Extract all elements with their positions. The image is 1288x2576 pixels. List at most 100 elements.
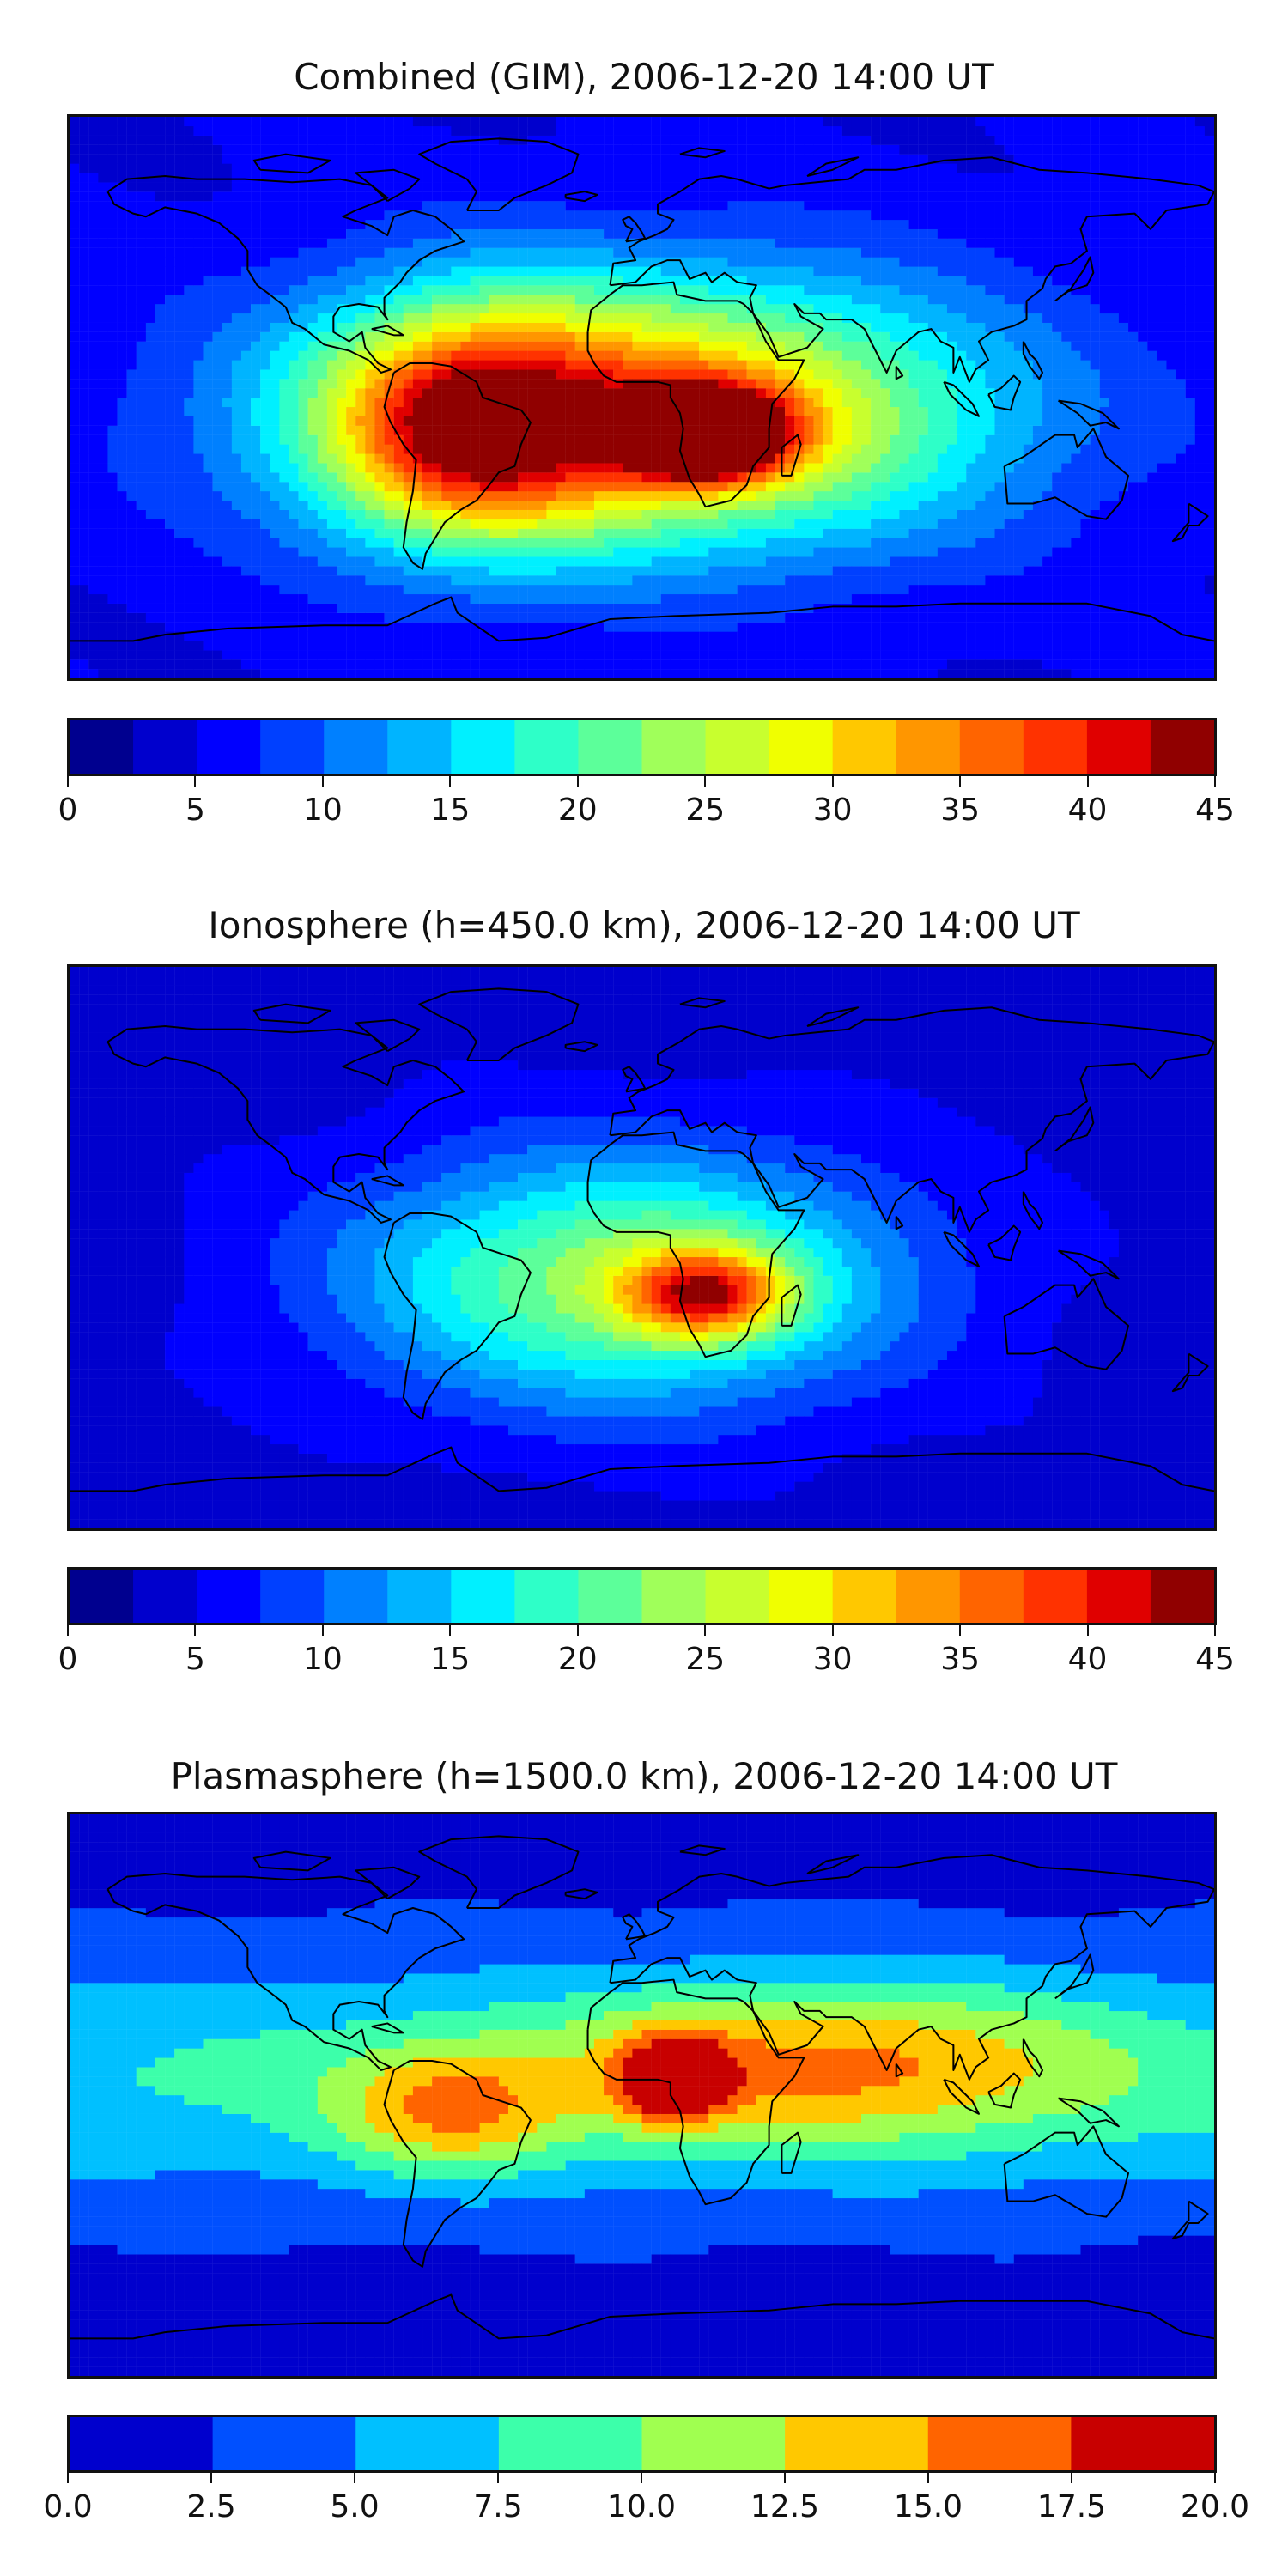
heatmap-cell xyxy=(412,117,423,127)
heatmap-cell xyxy=(813,453,823,464)
heatmap-cell xyxy=(851,173,862,183)
heatmap-cell xyxy=(231,360,242,370)
heatmap-cell xyxy=(670,491,681,501)
heatmap-cell xyxy=(222,331,233,342)
heatmap-cell xyxy=(70,547,80,557)
heatmap-cell xyxy=(518,163,528,173)
heatmap-cell xyxy=(231,350,242,361)
heatmap-cell xyxy=(270,556,280,567)
heatmap-cell xyxy=(289,285,299,295)
heatmap-cell xyxy=(260,238,270,248)
heatmap-cell xyxy=(794,350,805,361)
heatmap-cell xyxy=(403,238,414,248)
heatmap-cell xyxy=(804,257,814,267)
heatmap-cell xyxy=(317,631,328,641)
heatmap-cell xyxy=(79,369,89,380)
heatmap-cell xyxy=(279,556,289,567)
heatmap-cell xyxy=(289,491,299,501)
heatmap-cell xyxy=(393,238,404,248)
heatmap-cell xyxy=(727,295,738,305)
heatmap-cell xyxy=(422,659,433,670)
heatmap-cell xyxy=(317,556,328,567)
heatmap-cell xyxy=(727,444,738,454)
heatmap-cell xyxy=(155,669,166,678)
heatmap-cell xyxy=(270,416,280,426)
heatmap-cell xyxy=(546,285,556,295)
heatmap-cell xyxy=(384,519,394,529)
heatmap-cell xyxy=(422,285,433,295)
heatmap-cell xyxy=(498,125,509,136)
heatmap-cell xyxy=(279,117,289,127)
heatmap-cell xyxy=(374,191,385,202)
heatmap-cell xyxy=(804,491,814,501)
heatmap-cell xyxy=(212,388,222,398)
heatmap-cell xyxy=(507,444,519,454)
heatmap-cell xyxy=(775,154,786,164)
heatmap-cell xyxy=(155,472,166,483)
heatmap-cell xyxy=(746,173,756,183)
heatmap-cell xyxy=(546,144,556,155)
heatmap-cell xyxy=(727,266,738,276)
heatmap-cell xyxy=(623,266,633,276)
heatmap-cell xyxy=(851,622,862,632)
heatmap-cell xyxy=(489,117,500,127)
heatmap-cell xyxy=(593,295,605,305)
heatmap-cell xyxy=(584,219,595,229)
heatmap-cell xyxy=(355,472,366,483)
heatmap-cell xyxy=(699,406,709,416)
heatmap-cell xyxy=(593,406,605,416)
heatmap-cell xyxy=(718,463,728,473)
heatmap-cell xyxy=(270,247,280,258)
heatmap-cell xyxy=(727,154,738,164)
heatmap-cell xyxy=(785,491,795,501)
heatmap-cell xyxy=(785,538,795,548)
heatmap-cell xyxy=(670,406,681,416)
heatmap-cell xyxy=(193,659,204,670)
heatmap-cell xyxy=(546,482,556,492)
heatmap-cell xyxy=(222,603,233,613)
heatmap-cell xyxy=(460,350,471,361)
heatmap-cell xyxy=(470,360,480,370)
heatmap-cell xyxy=(670,369,681,380)
heatmap-cell xyxy=(365,669,375,678)
heatmap-cell xyxy=(441,238,452,248)
heatmap-cell xyxy=(460,117,471,127)
heatmap-cell xyxy=(679,612,690,623)
heatmap-cell xyxy=(98,444,108,454)
heatmap-cell xyxy=(155,509,166,519)
heatmap-cell xyxy=(231,641,242,651)
heatmap-cell xyxy=(460,228,471,239)
heatmap-cell xyxy=(231,491,242,501)
heatmap-cell xyxy=(355,406,366,416)
heatmap-cell xyxy=(727,509,738,519)
heatmap-cell xyxy=(765,154,776,164)
heatmap-cell xyxy=(565,257,575,267)
heatmap-cell xyxy=(403,603,414,613)
heatmap-cell xyxy=(460,519,471,529)
heatmap-cell xyxy=(546,182,556,192)
heatmap-cell xyxy=(537,228,547,239)
heatmap-cell xyxy=(203,369,213,380)
heatmap-cell xyxy=(441,453,452,464)
heatmap-cell xyxy=(384,295,394,305)
heatmap-cell xyxy=(70,453,80,464)
heatmap-cell xyxy=(641,398,652,408)
heatmap-cell xyxy=(98,425,108,435)
heatmap-cell xyxy=(145,425,156,435)
heatmap-cell xyxy=(117,228,127,239)
heatmap-cell xyxy=(718,444,728,454)
heatmap-cell xyxy=(813,547,823,557)
heatmap-cell xyxy=(670,257,681,267)
heatmap-cell xyxy=(165,388,175,398)
heatmap-cell xyxy=(460,669,471,678)
heatmap-cell xyxy=(641,444,652,454)
heatmap-cell xyxy=(212,453,222,464)
heatmap-cell xyxy=(298,182,308,192)
heatmap-cell xyxy=(775,398,786,408)
heatmap-cell xyxy=(384,210,394,221)
heatmap-cell xyxy=(155,360,166,370)
heatmap-cell xyxy=(317,528,328,538)
heatmap-cell xyxy=(813,669,823,678)
heatmap-cell xyxy=(155,201,166,211)
heatmap-cell xyxy=(851,182,862,192)
